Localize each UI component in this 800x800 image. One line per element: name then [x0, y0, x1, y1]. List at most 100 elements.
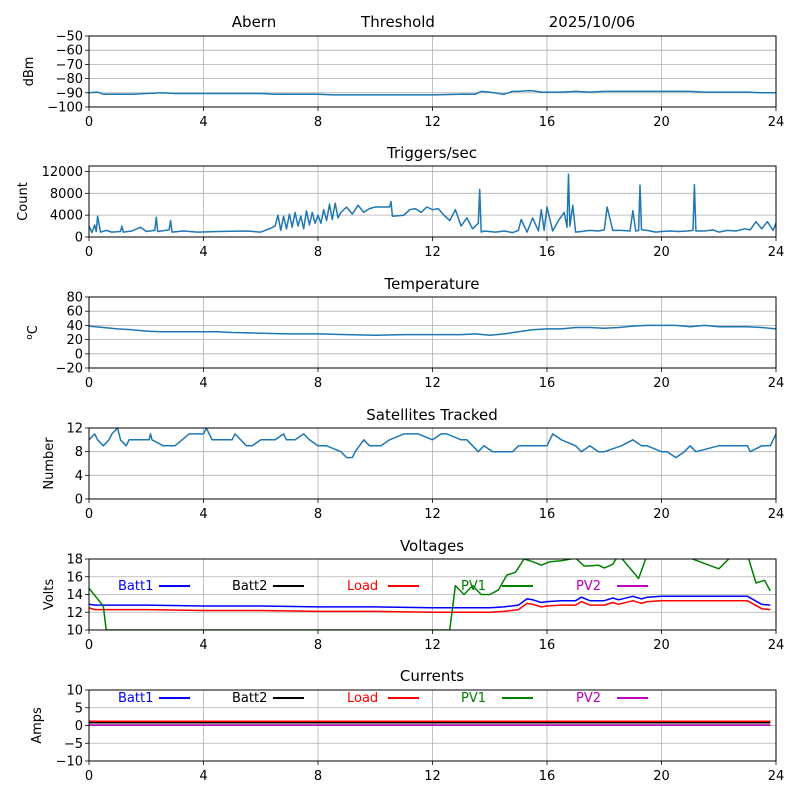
x-tick-label: 24 — [768, 245, 785, 260]
legend-label-load: Load — [347, 691, 378, 706]
y-tick-label: 18 — [66, 553, 83, 568]
y-tick-label: 12000 — [42, 165, 83, 180]
y-tick-label: 14 — [66, 588, 83, 603]
x-tick-label: 4 — [199, 376, 207, 391]
y-tick-label: 0 — [75, 231, 83, 246]
y-axis-label: Volts — [42, 579, 57, 611]
legend-label-pv2: PV2 — [576, 691, 601, 706]
x-tick-label: 4 — [199, 769, 207, 784]
y-tick-label: −70 — [56, 58, 83, 73]
x-tick-label: 8 — [314, 769, 322, 784]
chart-title-part: 2025/10/06 — [549, 13, 635, 31]
x-tick-label: 0 — [85, 769, 93, 784]
x-tick-label: 20 — [653, 769, 670, 784]
chart-title: Voltages — [400, 537, 464, 555]
y-tick-label: 80 — [66, 291, 83, 306]
y-tick-label: −90 — [56, 86, 83, 101]
x-tick-label: 16 — [539, 507, 556, 522]
x-tick-label: 12 — [424, 507, 441, 522]
x-tick-label: 20 — [653, 245, 670, 260]
x-tick-label: 16 — [539, 376, 556, 391]
chart-title: Triggers/sec — [386, 144, 477, 162]
x-tick-label: 12 — [424, 376, 441, 391]
x-tick-label: 20 — [653, 115, 670, 130]
y-tick-label: 12 — [66, 606, 83, 621]
y-tick-label: 0 — [75, 347, 83, 362]
y-tick-label: 4 — [75, 469, 83, 484]
chart-title: Satellites Tracked — [366, 406, 497, 424]
x-tick-label: 12 — [424, 638, 441, 653]
y-tick-label: 20 — [66, 333, 83, 348]
y-tick-label: −100 — [47, 101, 83, 116]
x-tick-label: 24 — [768, 115, 785, 130]
y-axis-label-degree: o — [25, 334, 35, 340]
y-tick-label: 8000 — [50, 187, 83, 202]
y-tick-label: 40 — [66, 319, 83, 334]
y-tick-label: 16 — [66, 570, 83, 585]
y-tick-label: −80 — [56, 72, 83, 87]
legend-label-pv1: PV1 — [461, 579, 486, 594]
y-tick-label: 0 — [75, 719, 83, 734]
x-tick-label: 12 — [424, 769, 441, 784]
y-tick-label: 12 — [66, 422, 83, 437]
y-axis-label: dBm — [22, 57, 37, 87]
y-tick-label: −20 — [56, 362, 83, 377]
x-tick-label: 8 — [314, 507, 322, 522]
x-tick-label: 8 — [314, 245, 322, 260]
x-tick-label: 0 — [85, 638, 93, 653]
chart-title-part: Threshold — [360, 13, 435, 31]
y-tick-label: 10 — [66, 684, 83, 699]
series-line-satellites — [89, 428, 776, 459]
legend-label-pv2: PV2 — [576, 579, 601, 594]
x-tick-label: 16 — [539, 245, 556, 260]
x-tick-label: 4 — [199, 507, 207, 522]
chart-title-part: Abern — [232, 13, 276, 31]
legend-label-batt1: Batt1 — [118, 691, 153, 706]
series-line-triggers-sec — [89, 173, 776, 234]
x-tick-label: 0 — [85, 376, 93, 391]
x-tick-label: 24 — [768, 376, 785, 391]
x-tick-label: 4 — [199, 638, 207, 653]
series-line-pv1 — [89, 559, 771, 630]
panel-1: 0 4 8 12 16 20 24 −50−60−70−80−90−100 dBm Abern Th… — [22, 13, 784, 130]
series-line-temperature — [89, 324, 776, 337]
x-tick-label: 0 — [85, 245, 93, 260]
panel-5: 0 4 8 12 16 20 24 10 12 14 16 18 Volts Voltages Batt1 B… — [42, 537, 784, 653]
x-tick-label: 20 — [653, 507, 670, 522]
x-tick-label: 0 — [85, 115, 93, 130]
x-tick-label: 16 — [539, 115, 556, 130]
chart-title: Temperature — [383, 275, 479, 293]
x-tick-label: 0 — [85, 507, 93, 522]
y-axis-label-unit: C — [26, 325, 41, 334]
x-tick-label: 24 — [768, 507, 785, 522]
legend-label-batt1: Batt1 — [118, 579, 153, 594]
series-line-load — [89, 599, 771, 614]
y-tick-label: 8 — [75, 445, 83, 460]
y-tick-label: −10 — [56, 755, 83, 770]
y-tick-label: 60 — [66, 305, 83, 320]
x-tick-label: 8 — [314, 376, 322, 391]
x-tick-label: 12 — [424, 115, 441, 130]
x-tick-label: 8 — [314, 638, 322, 653]
y-tick-label: 5 — [75, 701, 83, 716]
legend-label-pv1: PV1 — [461, 691, 486, 706]
legend-label-batt2: Batt2 — [232, 579, 267, 594]
chart-title: Currents — [400, 667, 464, 685]
y-axis-label: Amps — [30, 707, 45, 744]
panel-6: 0 4 8 12 16 20 24 −10 −5 0 5 10 Amps Currents Batt1 Bat… — [30, 667, 784, 784]
y-axis-label: oC — [25, 325, 41, 340]
series-line-batt1 — [89, 595, 771, 609]
x-tick-label: 16 — [539, 769, 556, 784]
x-tick-label: 4 — [199, 245, 207, 260]
panel-2: 0 4 8 12 16 20 24 0 4000 8000 12000 Count Triggers/s… — [16, 144, 784, 260]
y-tick-label: −5 — [64, 737, 83, 752]
x-tick-label: 20 — [653, 376, 670, 391]
x-tick-label: 24 — [768, 638, 785, 653]
y-tick-label: 0 — [75, 493, 83, 508]
y-axis-label: Number — [42, 437, 57, 490]
x-tick-label: 20 — [653, 638, 670, 653]
x-tick-label: 16 — [539, 638, 556, 653]
x-tick-label: 8 — [314, 115, 322, 130]
